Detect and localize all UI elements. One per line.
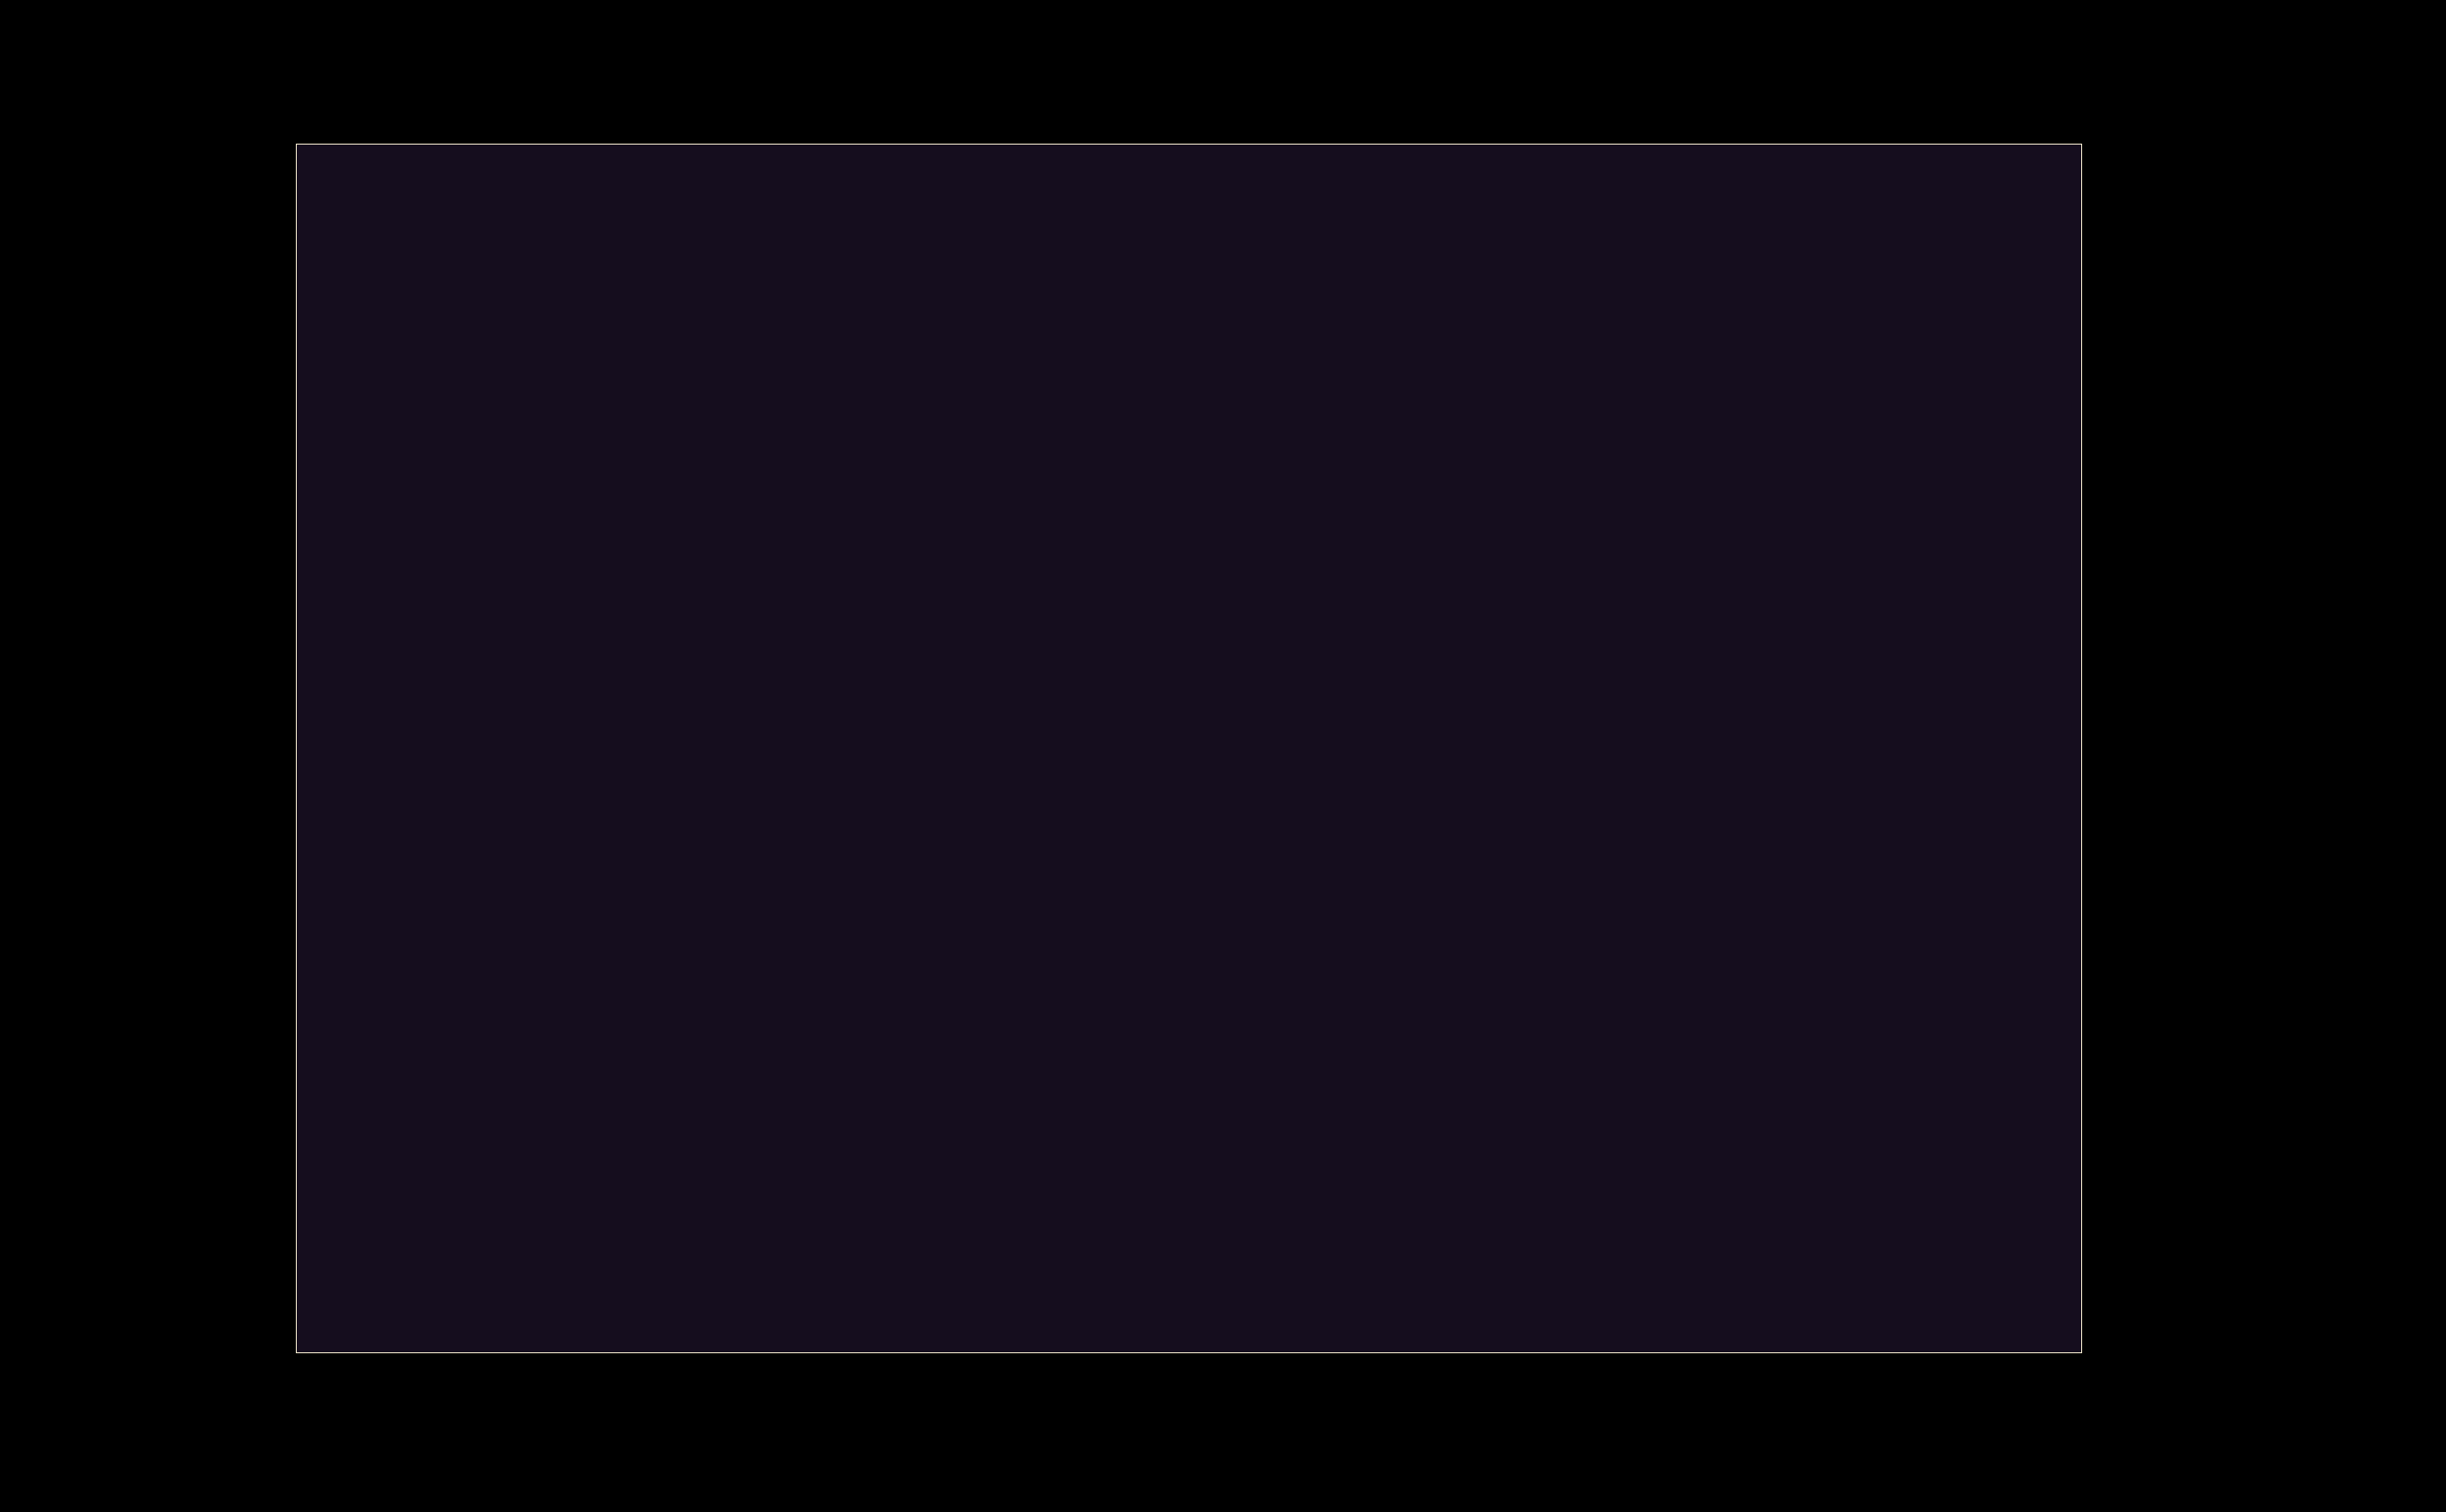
heatmap-plot-area[interactable] bbox=[296, 144, 2082, 1353]
heatmap-image bbox=[297, 145, 2081, 1352]
colorbar[interactable] bbox=[2091, 144, 2155, 1351]
colorbar-gradient bbox=[2091, 144, 2110, 747]
